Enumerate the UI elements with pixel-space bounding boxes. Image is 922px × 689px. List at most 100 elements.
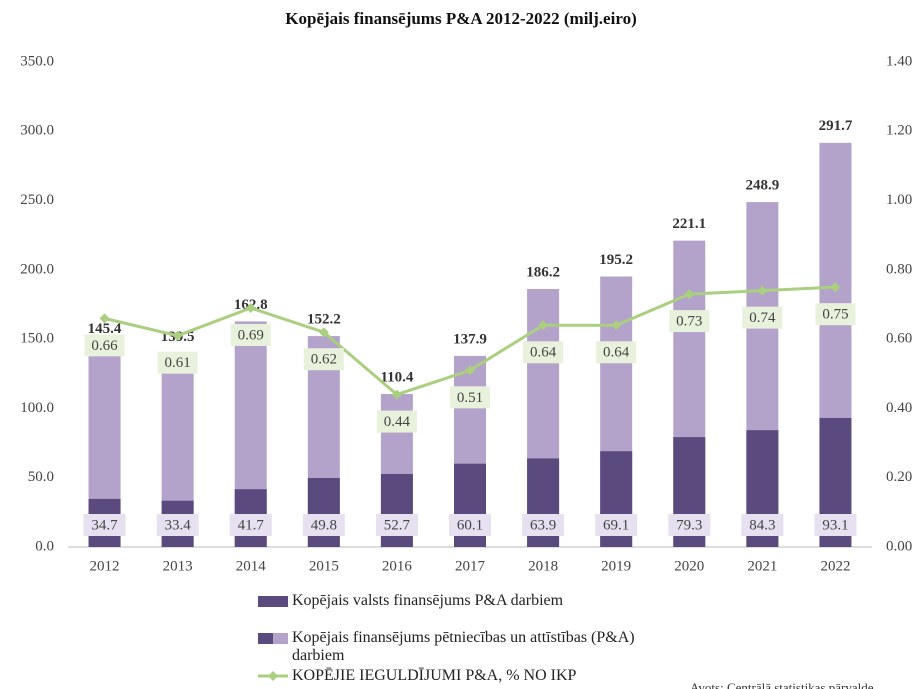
- x-tick-label: 2016: [382, 558, 413, 574]
- line-marker: [611, 320, 622, 331]
- value-label: 33.4: [165, 517, 192, 533]
- value-label: 0.64: [530, 345, 557, 361]
- value-label: 0.73: [676, 314, 702, 330]
- value-label: 41.7: [238, 517, 265, 533]
- legend-label: KOPĒJIE IEGULDĪJUMI P&A, % NO IKP: [292, 667, 577, 684]
- value-label: 0.61: [165, 355, 191, 371]
- line-marker: [465, 365, 475, 376]
- value-label-box: [449, 514, 491, 536]
- legend-swatch: [258, 596, 288, 607]
- legend-label: Kopējais valsts finansējums P&A darbiem: [292, 592, 564, 609]
- legend-item: Kopējais finansējums pētniecības un attī…: [258, 629, 688, 665]
- value-label-box: [302, 514, 345, 536]
- value-label: 52.7: [384, 517, 411, 533]
- y-tick-label: 300.0: [20, 123, 54, 139]
- chart-title: Kopējais finansējums P&A 2012-2022 (milj…: [285, 9, 636, 28]
- value-label: 0.64: [603, 345, 630, 361]
- value-label-box: [229, 514, 272, 536]
- y-tick-label: 200.0: [20, 261, 54, 277]
- value-label: 84.3: [749, 517, 775, 533]
- value-label: 60.1: [457, 517, 483, 533]
- value-label: 0.44: [384, 414, 411, 430]
- y2-tick-label: 1.20: [886, 123, 912, 139]
- value-label: 0.62: [311, 352, 337, 368]
- x-tick-label: 2017: [455, 558, 486, 574]
- y2-tick-label: 1.00: [886, 192, 912, 208]
- x-tick-label: 2019: [601, 558, 631, 574]
- value-label-box: [815, 303, 856, 326]
- value-label-box: [303, 348, 344, 371]
- value-label-box: [596, 341, 637, 364]
- y-tick-label: 0.0: [35, 538, 54, 554]
- line-marker: [684, 289, 695, 300]
- line-marker: [757, 285, 768, 296]
- value-label-box: [156, 514, 199, 536]
- legend-label: Kopējais finansējums pētniecības un attī…: [292, 629, 635, 664]
- line-marker: [830, 282, 841, 293]
- total-label: 248.9: [745, 178, 779, 194]
- y-tick-label: 250.0: [20, 192, 54, 208]
- legend-swatch: [258, 633, 288, 644]
- value-label-box: [741, 514, 784, 536]
- y2-tick-label: 0.40: [886, 400, 912, 416]
- total-label: 186.2: [526, 264, 560, 280]
- bar: [307, 477, 340, 547]
- value-label: 0.75: [822, 307, 848, 323]
- y-tick-label: 50.0: [28, 469, 54, 485]
- y-tick-label: 350.0: [20, 53, 54, 69]
- value-label: 0.74: [749, 310, 776, 326]
- value-label-box: [157, 351, 198, 374]
- value-label: 63.9: [530, 517, 556, 533]
- value-label-box: [375, 514, 418, 536]
- x-tick-label: 2022: [820, 558, 850, 574]
- y-tick-label: 100.0: [20, 400, 54, 416]
- value-label: 0.51: [457, 390, 483, 406]
- value-label: 0.69: [238, 327, 264, 343]
- value-label-box: [522, 514, 565, 536]
- y2-tick-label: 0.00: [886, 538, 912, 554]
- total-label: 145.4: [88, 321, 122, 337]
- total-label: 221.1: [672, 216, 706, 232]
- legend-item: KOPĒJIE IEGULDĪJUMI P&A, % NO IKP: [258, 667, 576, 685]
- value-label-box: [523, 341, 564, 364]
- total-label: 195.2: [599, 252, 633, 268]
- x-tick-label: 2015: [309, 558, 339, 574]
- value-label-box: [450, 386, 490, 409]
- line-marker: [99, 313, 110, 324]
- y2-tick-label: 0.80: [886, 261, 912, 277]
- total-label: 291.7: [819, 118, 853, 134]
- x-tick-label: 2013: [163, 558, 193, 574]
- line-marker: [391, 389, 402, 400]
- x-tick-label: 2014: [236, 558, 267, 574]
- x-tick-label: 2018: [528, 558, 558, 574]
- value-label: 69.1: [603, 517, 629, 533]
- total-label: 152.2: [307, 312, 341, 328]
- bar: [380, 473, 413, 547]
- value-label-box: [230, 323, 271, 346]
- value-label: 0.66: [91, 338, 118, 354]
- value-label: 79.3: [676, 517, 702, 533]
- line-marker: [538, 320, 549, 331]
- value-label: 34.7: [91, 517, 118, 533]
- value-label-box: [668, 514, 711, 536]
- value-label-box: [742, 306, 783, 329]
- value-label-box: [84, 334, 125, 357]
- y-tick-label: 150.0: [20, 331, 54, 347]
- total-label: 137.9: [453, 331, 487, 347]
- x-tick-label: 2021: [747, 558, 777, 574]
- y2-tick-label: 0.60: [886, 331, 912, 347]
- value-label-box: [595, 514, 638, 536]
- x-tick-label: 2012: [90, 558, 120, 574]
- x-tick-label: 2020: [674, 558, 704, 574]
- legend-swatch: [258, 671, 288, 681]
- legend-marker: [268, 671, 278, 681]
- total-label: 110.4: [380, 369, 413, 385]
- line-marker: [172, 330, 183, 341]
- value-label-box: [83, 514, 126, 536]
- y2-tick-label: 0.20: [886, 469, 912, 485]
- source-note: Avots: Centrālā statistikas pārvalde: [690, 680, 874, 689]
- legend-item: Kopējais valsts finansējums P&A darbiem: [258, 592, 563, 610]
- value-label-box: [376, 410, 417, 433]
